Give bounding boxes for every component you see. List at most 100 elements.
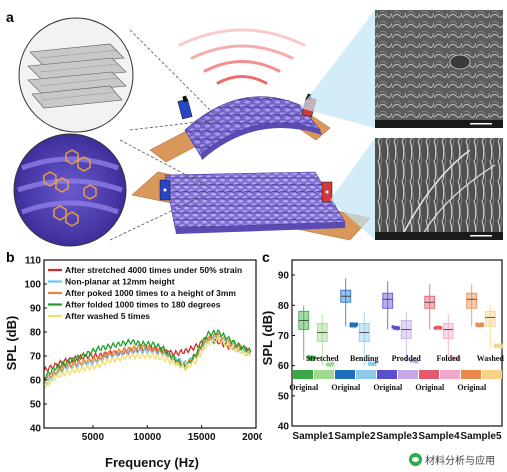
data-point bbox=[331, 362, 335, 365]
plot-frame bbox=[43, 259, 257, 429]
original-label: Original bbox=[415, 383, 445, 392]
panel-c-chart: c 40 50 60 70 80 90 Original Stretched Sample1 Or… bbox=[262, 248, 507, 472]
original-label: Original bbox=[457, 383, 487, 392]
y-tick-label: 100 bbox=[24, 280, 41, 291]
x-tick-label: 5000 bbox=[82, 432, 105, 443]
original-label: Original bbox=[373, 383, 403, 392]
data-point bbox=[499, 346, 503, 349]
molecular-structure-zoom bbox=[13, 133, 127, 247]
category-label: Sample1 bbox=[292, 431, 334, 442]
data-point bbox=[415, 360, 419, 364]
legend-label: After washed 5 times bbox=[65, 311, 150, 321]
data-point bbox=[397, 327, 401, 331]
box bbox=[484, 310, 496, 327]
device-illustration: a bbox=[6, 9, 503, 247]
box bbox=[442, 322, 454, 339]
electrode-icon bbox=[321, 181, 333, 203]
data-point bbox=[373, 361, 377, 365]
callout-lines bbox=[109, 29, 216, 241]
data-point bbox=[481, 324, 485, 327]
graphene-layers-zoom bbox=[18, 17, 134, 133]
condition-label: Prodded bbox=[392, 354, 422, 363]
spl-frequency-line-chart: b 4050607080901001105000100001500020000 … bbox=[4, 249, 262, 470]
condition-color-band bbox=[356, 370, 376, 379]
panel-label-a: a bbox=[6, 9, 14, 25]
x-tick-label: 10000 bbox=[133, 432, 161, 443]
y-tick-label: 70 bbox=[30, 352, 42, 363]
y-tick-label: 60 bbox=[278, 361, 290, 372]
condition-color-band bbox=[293, 370, 313, 379]
category-label: Sample2 bbox=[334, 431, 376, 442]
condition-color-band bbox=[419, 370, 439, 379]
x-tick-label: 20000 bbox=[242, 432, 262, 443]
category-label: Sample3 bbox=[376, 431, 418, 442]
y-tick-label: 60 bbox=[30, 376, 42, 387]
box bbox=[466, 292, 478, 309]
data-point bbox=[355, 323, 359, 327]
panel-label-c: c bbox=[262, 249, 270, 265]
condition-color-band bbox=[482, 370, 502, 379]
series-line-5 bbox=[43, 334, 251, 390]
original-label: Original bbox=[331, 383, 361, 392]
watermark: 材料分析与应用 bbox=[405, 451, 499, 468]
data-point bbox=[307, 355, 311, 358]
y-axis-title: SPL (dB) bbox=[262, 311, 275, 366]
data-point bbox=[457, 356, 461, 359]
y-tick-label: 50 bbox=[278, 391, 290, 402]
condition-color-band bbox=[377, 370, 397, 379]
legend-label: After folded 1000 times to 180 degrees bbox=[65, 300, 221, 310]
original-label: Original bbox=[289, 383, 319, 392]
condition-color-band bbox=[461, 370, 481, 379]
panel-label-b: b bbox=[6, 249, 15, 265]
electrode-icon bbox=[159, 179, 171, 201]
condition-color-band bbox=[398, 370, 418, 379]
category-label: Sample5 bbox=[460, 431, 502, 442]
box bbox=[382, 292, 394, 309]
y-tick-label: 110 bbox=[25, 256, 42, 267]
watermark-text: 材料分析与应用 bbox=[425, 456, 495, 467]
y-tick-label: 70 bbox=[278, 331, 290, 342]
legend-label: After stretched 4000 times under 50% str… bbox=[65, 265, 242, 275]
spl-sample-box-chart: c 40 50 60 70 80 90 Original Stretched Sample1 Or… bbox=[262, 249, 505, 442]
condition-label: Stretched bbox=[306, 354, 339, 363]
data-point bbox=[391, 325, 395, 328]
data-point bbox=[372, 363, 375, 366]
y-tick-label: 90 bbox=[278, 271, 290, 282]
data-point bbox=[433, 326, 437, 330]
condition-color-band bbox=[314, 370, 334, 379]
data-point bbox=[367, 362, 371, 366]
electrode-icon bbox=[177, 95, 193, 120]
condition-label: Folded bbox=[436, 354, 460, 363]
plot-frame bbox=[291, 259, 503, 427]
data-point bbox=[409, 360, 413, 363]
category-label: Sample4 bbox=[418, 431, 460, 442]
condition-label: Washed bbox=[477, 354, 505, 363]
data-point bbox=[493, 344, 497, 347]
sound-wave-icon bbox=[178, 28, 306, 85]
panel-a-illustration: a bbox=[6, 9, 503, 247]
condition-color-band bbox=[335, 370, 355, 379]
wechat-icon bbox=[409, 453, 422, 466]
data-point bbox=[349, 322, 353, 325]
data-point bbox=[454, 357, 458, 360]
sem-image-top bbox=[375, 10, 503, 128]
series-line-4 bbox=[43, 328, 252, 381]
data-point bbox=[451, 355, 455, 359]
curved-speaker-device bbox=[149, 96, 331, 163]
y-tick-label: 50 bbox=[30, 400, 42, 411]
y-tick-label: 90 bbox=[30, 304, 42, 315]
data-point bbox=[309, 358, 312, 361]
x-tick-label: 15000 bbox=[188, 432, 216, 443]
y-tick-label: 80 bbox=[278, 301, 290, 312]
data-point bbox=[451, 357, 455, 361]
y-tick-label: 40 bbox=[278, 422, 290, 433]
data-point bbox=[313, 357, 317, 360]
y-axis-title: SPL (dB) bbox=[4, 316, 19, 371]
legend-label: Non-planar at 12mm height bbox=[65, 277, 175, 287]
condition-color-band bbox=[440, 370, 460, 379]
series-line-3 bbox=[43, 331, 252, 382]
data-point bbox=[475, 324, 479, 327]
panel-b-chart: b 4050607080901001105000100001500020000 … bbox=[0, 248, 262, 472]
data-point bbox=[325, 362, 329, 366]
legend-label: After poked 1000 times to a height of 3m… bbox=[65, 288, 236, 298]
